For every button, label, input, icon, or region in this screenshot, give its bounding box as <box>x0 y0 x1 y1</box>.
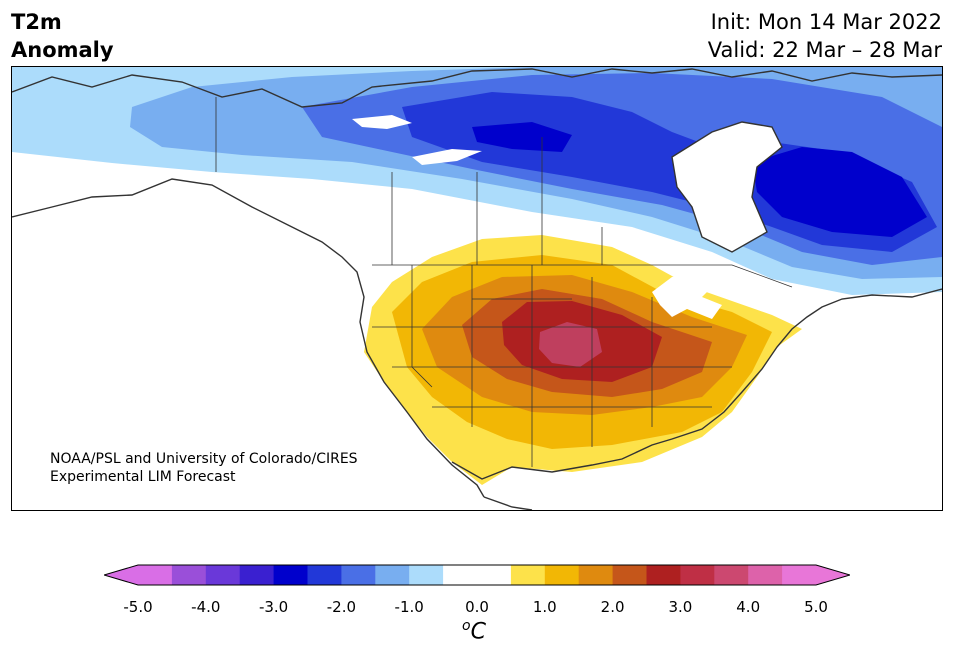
colorbar-cell <box>612 565 647 585</box>
colorbar-cell <box>409 565 444 585</box>
colorbar-tick-label: -1.0 <box>394 598 424 616</box>
colorbar-tick-label: -4.0 <box>191 598 221 616</box>
colorbar-tick-label: 3.0 <box>668 598 693 616</box>
colorbar-cell <box>578 565 614 585</box>
colorbar-cell <box>477 565 512 585</box>
credit-line-1: NOAA/PSL and University of Colorado/CIRE… <box>50 451 358 467</box>
valid-range: Valid: 22 Mar – 28 Mar <box>707 38 942 62</box>
colorbar-cell <box>714 565 749 585</box>
colorbar-cell <box>680 565 715 585</box>
colorbar-cell <box>375 565 410 585</box>
variable-label: T2m <box>11 10 62 34</box>
colorbar-cell <box>748 565 783 585</box>
colorbar-cell <box>205 565 241 585</box>
colorbar-tick-label: 0.0 <box>465 598 489 616</box>
credit-text: NOAA/PSL and University of Colorado/CIRE… <box>50 450 358 486</box>
great-lakes <box>652 272 722 319</box>
colorbar-tick-label: -3.0 <box>258 598 289 616</box>
map-panel: NOAA/PSL and University of Colorado/CIRE… <box>11 66 943 511</box>
unit-label: oC <box>462 618 486 645</box>
colorbar-min-extension <box>104 565 138 585</box>
great-slave-lake <box>412 149 482 165</box>
cold-core-west <box>472 122 572 152</box>
colorbar-tick-label: -2.0 <box>326 598 357 616</box>
colorbar-tick-label: 2.0 <box>600 598 625 616</box>
colorbar <box>104 564 850 586</box>
colorbar-tick-label: -5.0 <box>123 598 153 616</box>
colorbar-cell <box>239 565 275 585</box>
great-bear-lake <box>352 115 412 129</box>
credit-line-2: Experimental LIM Forecast <box>50 469 236 485</box>
map-title: T2m Anomaly <box>11 8 114 64</box>
colorbar-cell <box>341 565 376 585</box>
cold-core-east <box>752 147 927 237</box>
colorbar-cell <box>510 565 546 585</box>
colorbar-cell <box>273 565 308 585</box>
political-borders <box>215 97 793 467</box>
date-info: Init: Mon 14 Mar 2022 Valid: 22 Mar – 28… <box>708 8 942 64</box>
colorbar-tick-label: 4.0 <box>736 598 761 616</box>
colorbar-max-extension <box>816 565 850 585</box>
coastlines <box>12 68 942 510</box>
anomaly-map <box>12 67 942 510</box>
colorbar-cell <box>646 565 681 585</box>
anomaly-label: Anomaly <box>11 38 114 62</box>
colorbar-cell <box>782 565 817 585</box>
warm-core <box>539 322 602 367</box>
colorbar-cell <box>544 565 580 585</box>
colorbar-cell <box>307 565 342 585</box>
colorbar-tick-label: 5.0 <box>804 598 828 616</box>
colorbar-cell <box>443 565 478 585</box>
colorbar-outline <box>104 564 850 586</box>
hudson-bay <box>672 122 782 252</box>
colorbar-cell <box>138 565 173 585</box>
colorbar-tick-label: 1.0 <box>532 598 557 616</box>
init-date: Init: Mon 14 Mar 2022 <box>710 10 942 34</box>
colorbar-cell <box>171 565 207 585</box>
